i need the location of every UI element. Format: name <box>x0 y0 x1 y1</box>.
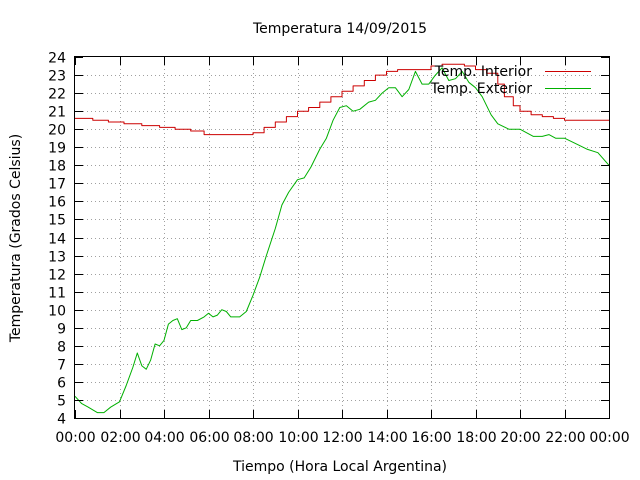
x-tick-label: 00:00 <box>55 430 95 446</box>
x-tick-label: 10:00 <box>278 430 318 446</box>
y-tick-label: 20 <box>48 123 66 139</box>
y-tick-label: 6 <box>57 376 66 392</box>
plot-frame <box>74 56 610 419</box>
x-axis-label: Tiempo (Hora Local Argentina) <box>232 459 447 475</box>
chart-title: Temperatura 14/09/2015 <box>252 21 427 37</box>
x-tick-label: 14:00 <box>367 430 407 446</box>
x-tick-label: 22:00 <box>545 430 585 446</box>
x-tick-label: 04:00 <box>144 430 184 446</box>
y-tick-label: 8 <box>57 340 66 356</box>
y-tick-label: 19 <box>48 141 66 157</box>
y-tick-label: 16 <box>48 195 66 211</box>
y-tick-label: 23 <box>48 69 66 85</box>
series-layer <box>74 63 610 414</box>
y-tick-label: 11 <box>48 286 66 302</box>
y-tick-label: 12 <box>48 268 66 284</box>
x-tick-label: 16:00 <box>411 430 451 446</box>
legend-label: Temp. Exterior <box>430 81 533 97</box>
x-tick-label: 12:00 <box>322 430 362 446</box>
x-tick-label: 08:00 <box>233 430 273 446</box>
x-tick-label: 06:00 <box>189 430 229 446</box>
x-tick-label: 20:00 <box>500 430 540 446</box>
y-tick-label: 22 <box>48 87 66 103</box>
y-axis-label: Temperatura (Grados Celsius) <box>8 134 24 343</box>
y-tick-label: 21 <box>48 105 66 121</box>
legend-label: Temp. Interior <box>434 64 533 80</box>
y-tick-label: 9 <box>57 322 66 338</box>
y-tick-label: 13 <box>48 250 66 266</box>
y-tick-label: 14 <box>48 232 66 248</box>
x-tick-label: 18:00 <box>456 430 496 446</box>
x-tick-label: 02:00 <box>100 430 140 446</box>
series-line-interior <box>75 63 609 136</box>
y-tick-label: 7 <box>57 358 66 374</box>
y-tick-label: 4 <box>57 412 66 428</box>
y-tick-label: 17 <box>48 177 66 193</box>
tick-layer: 4 5 6 7 8 9 10 11 12 13 14 15 16 17 18 19 20 21 22 23 24 00:0… <box>48 51 630 447</box>
y-tick-label: 5 <box>57 394 66 410</box>
y-tick-label: 10 <box>48 304 66 320</box>
y-tick-label: 18 <box>48 159 66 175</box>
y-tick-label: 15 <box>48 213 66 229</box>
x-tick-label: 00:00 <box>589 430 629 446</box>
series-line-exterior <box>74 67 610 414</box>
y-tick-label: 24 <box>48 51 66 67</box>
